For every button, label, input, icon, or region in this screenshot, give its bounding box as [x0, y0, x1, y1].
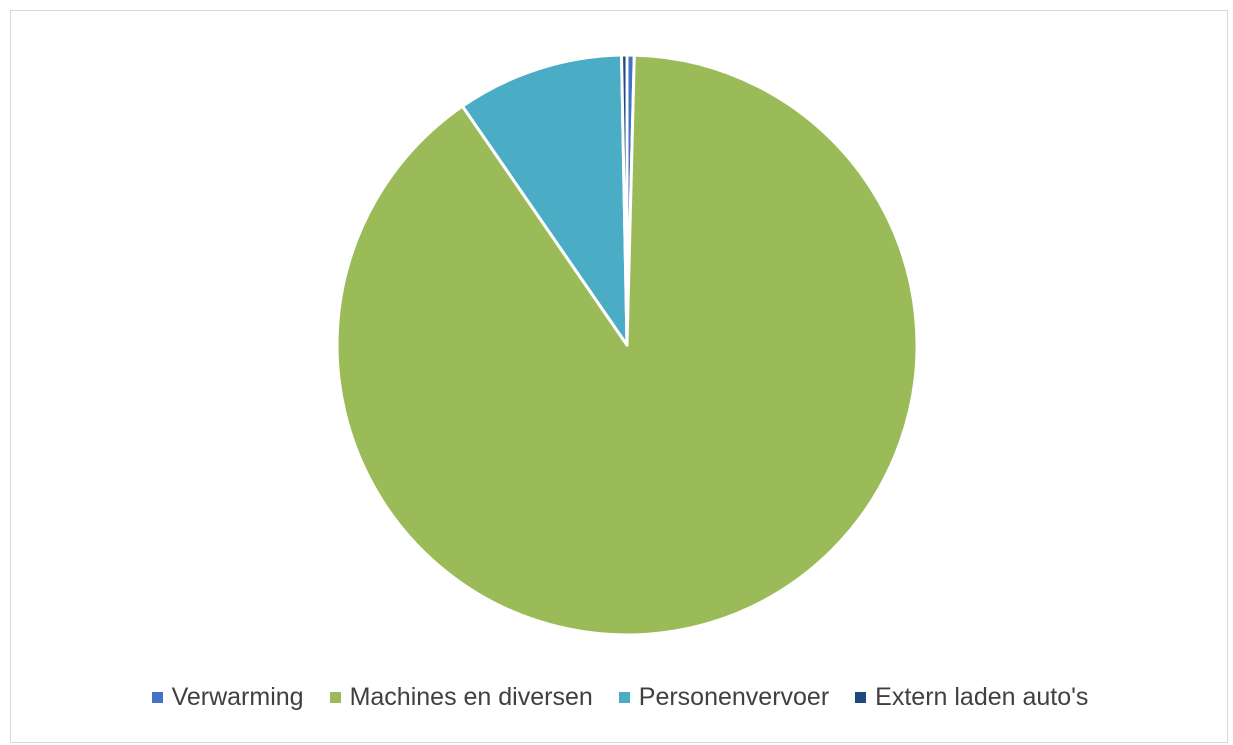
pie-slice-personenvervoer	[460, 53, 629, 347]
pie-slice-extern-laden-auto-s	[620, 53, 629, 347]
legend-label: Machines en diversen	[349, 683, 593, 711]
legend-swatch	[151, 692, 163, 703]
legend-label: Personenvervoer	[638, 683, 830, 711]
chart-frame: Verwarming Machines en diversen Personenve…	[10, 10, 1228, 743]
pie-slices	[335, 53, 919, 637]
legend-item-verwarming: Verwarming	[151, 683, 304, 712]
legend-swatch	[618, 692, 630, 703]
legend-swatch	[329, 692, 341, 703]
legend-swatch	[855, 692, 867, 703]
legend-item-machines-en-diversen: Machines en diversen	[329, 683, 593, 712]
legend: Verwarming Machines en diversen Personenve…	[11, 683, 1229, 712]
legend-label: Extern laden auto's	[875, 683, 1089, 711]
pie-chart	[335, 53, 919, 637]
legend-item-personenvervoer: Personenvervoer	[618, 683, 830, 712]
legend-item-extern-laden-auto-s: Extern laden auto's	[855, 683, 1088, 712]
legend-label: Verwarming	[171, 683, 304, 711]
